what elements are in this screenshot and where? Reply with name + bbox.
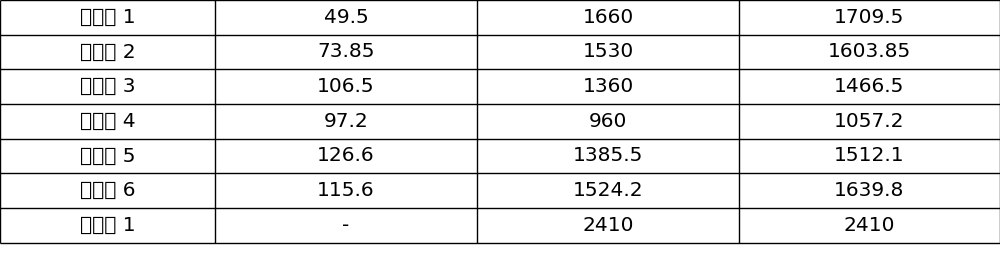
Text: 1660: 1660 — [582, 8, 634, 27]
Text: 实施例 4: 实施例 4 — [80, 112, 135, 131]
Text: 106.5: 106.5 — [317, 77, 375, 96]
Text: 1524.2: 1524.2 — [573, 181, 643, 200]
Text: 1603.85: 1603.85 — [828, 42, 911, 61]
Text: 49.5: 49.5 — [324, 8, 368, 27]
Text: 实施例 5: 实施例 5 — [80, 146, 135, 165]
Text: 1512.1: 1512.1 — [834, 146, 905, 165]
Text: 1639.8: 1639.8 — [834, 181, 905, 200]
Text: 1530: 1530 — [582, 42, 634, 61]
Text: 73.85: 73.85 — [317, 42, 375, 61]
Text: 1466.5: 1466.5 — [834, 77, 905, 96]
Text: 实施例 1: 实施例 1 — [80, 8, 135, 27]
Text: -: - — [342, 216, 350, 235]
Text: 1709.5: 1709.5 — [834, 8, 905, 27]
Text: 126.6: 126.6 — [317, 146, 375, 165]
Text: 2410: 2410 — [844, 216, 895, 235]
Text: 1385.5: 1385.5 — [573, 146, 643, 165]
Text: 1360: 1360 — [582, 77, 634, 96]
Text: 97.2: 97.2 — [324, 112, 368, 131]
Text: 对比例 1: 对比例 1 — [80, 216, 135, 235]
Text: 115.6: 115.6 — [317, 181, 375, 200]
Text: 960: 960 — [589, 112, 627, 131]
Text: 2410: 2410 — [582, 216, 634, 235]
Text: 实施例 6: 实施例 6 — [80, 181, 135, 200]
Text: 实施例 3: 实施例 3 — [80, 77, 135, 96]
Text: 1057.2: 1057.2 — [834, 112, 905, 131]
Text: 实施例 2: 实施例 2 — [80, 42, 135, 61]
